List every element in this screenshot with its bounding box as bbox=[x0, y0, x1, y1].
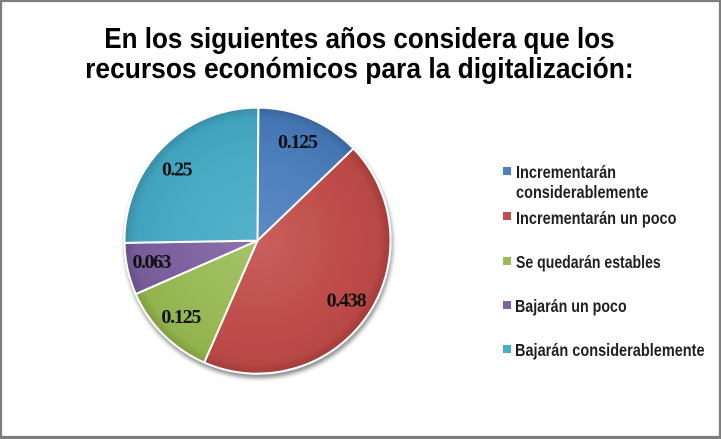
svg-text:0.25: 0.25 bbox=[162, 159, 193, 181]
svg-text:0.438: 0.438 bbox=[327, 289, 367, 311]
svg-text:0.063: 0.063 bbox=[133, 251, 172, 273]
svg-text:0.125: 0.125 bbox=[278, 131, 318, 153]
svg-text:0.125: 0.125 bbox=[161, 306, 201, 328]
